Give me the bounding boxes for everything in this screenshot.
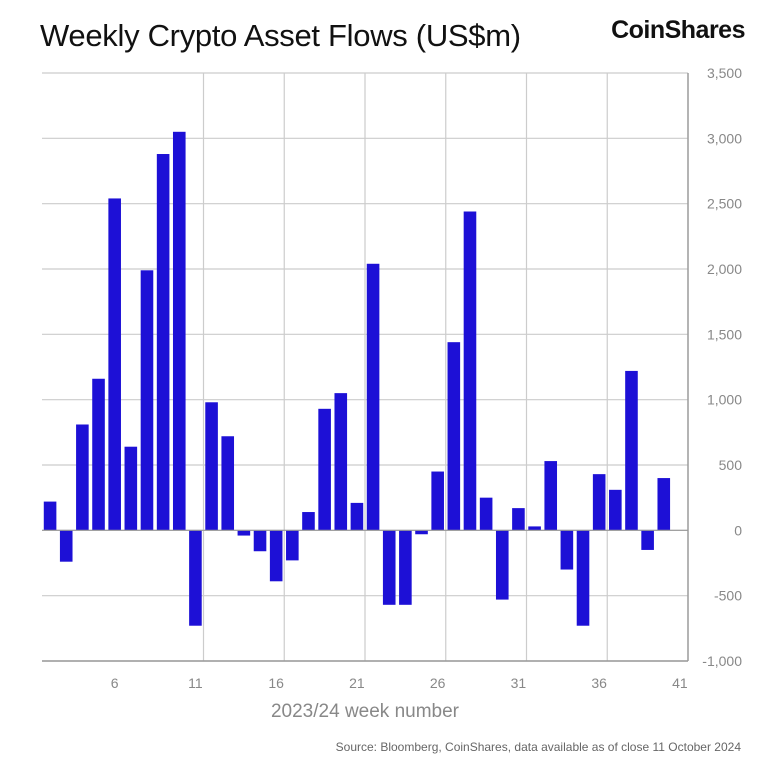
bar-week-25 <box>415 530 428 535</box>
x-tick-label: 36 <box>591 675 607 691</box>
bar-week-18 <box>302 512 315 531</box>
bar-week-12 <box>205 402 218 531</box>
bar-week-16 <box>269 530 283 582</box>
bar-week-7 <box>124 446 138 531</box>
bar-week-14 <box>237 530 251 536</box>
y-tick-label: 3,000 <box>707 130 742 146</box>
source-note: Source: Bloomberg, CoinShares, data avai… <box>335 740 741 754</box>
bar-week-24 <box>399 530 412 605</box>
bar-week-6 <box>108 198 121 531</box>
bar-week-21 <box>350 502 364 531</box>
bar-week-13 <box>221 436 235 531</box>
bar-week-3 <box>59 530 73 562</box>
y-tick-label: 2,500 <box>707 196 742 212</box>
bar-week-10 <box>172 131 186 531</box>
bar-week-30 <box>495 530 509 600</box>
x-tick-label: 31 <box>511 675 527 691</box>
x-tick-labels: 6 11 16 21 26 31 36 41 <box>111 675 688 691</box>
coinshares-logo: CoinShares <box>611 16 745 44</box>
x-tick-label: 41 <box>672 675 688 691</box>
bar-week-27 <box>447 342 461 531</box>
bar-week-33 <box>544 461 558 531</box>
y-tick-label: -500 <box>714 588 742 604</box>
bar-week-37 <box>609 489 622 531</box>
chart-title: Weekly Crypto Asset Flows (US$m) <box>40 18 521 53</box>
bars <box>43 131 671 626</box>
bar-week-35 <box>576 530 590 626</box>
bar-week-23 <box>382 530 396 605</box>
bar-week-31 <box>512 508 525 531</box>
bar-week-29 <box>479 497 493 531</box>
x-tick-label: 26 <box>430 675 446 691</box>
bar-week-17 <box>286 530 299 561</box>
bar-week-36 <box>592 474 606 531</box>
x-tick-label: 11 <box>188 675 203 691</box>
y-tick-label: 1,000 <box>707 392 742 408</box>
bar-week-28 <box>463 211 477 531</box>
bar-week-34 <box>560 530 574 570</box>
bar-week-32 <box>528 526 541 531</box>
y-tick-label: 0 <box>734 522 742 538</box>
x-axis-label: 2023/24 week number <box>271 701 460 722</box>
y-tick-label: 3,500 <box>707 65 742 81</box>
x-tick-label: 21 <box>349 675 365 691</box>
y-tick-label: 1,500 <box>707 326 742 342</box>
bar-week-40 <box>657 478 671 531</box>
y-tick-label: 500 <box>719 457 743 473</box>
bar-week-8 <box>140 270 154 531</box>
bar-week-20 <box>334 393 348 531</box>
y-tick-label: -1,000 <box>702 653 742 669</box>
bar-week-26 <box>431 471 444 531</box>
x-tick-label: 6 <box>111 675 119 691</box>
y-tick-label: 2,000 <box>707 261 742 277</box>
bar-week-5 <box>92 378 105 531</box>
bar-week-39 <box>641 530 654 550</box>
bar-week-38 <box>625 370 638 531</box>
bar-week-2 <box>43 501 57 531</box>
bar-week-9 <box>156 154 170 531</box>
bar-week-15 <box>253 530 267 552</box>
bar-week-4 <box>76 424 89 531</box>
gridlines <box>42 72 689 662</box>
y-tick-labels: -1,000 -500 0 500 1,000 1,500 2,000 2,500 3,000 3… <box>702 65 742 669</box>
bar-week-22 <box>366 263 380 531</box>
axes <box>42 73 689 662</box>
bar-week-11 <box>189 530 202 626</box>
x-tick-label: 16 <box>268 675 284 691</box>
bar-week-19 <box>318 408 331 531</box>
